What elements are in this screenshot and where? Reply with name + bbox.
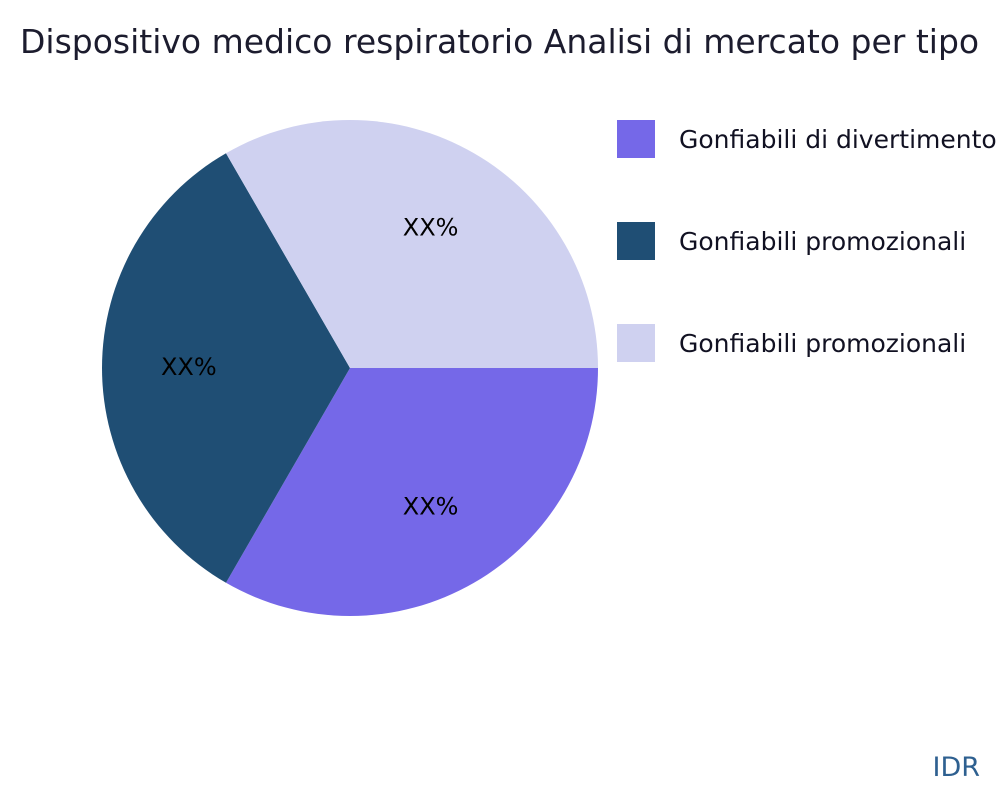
legend-swatch-icon [617, 324, 655, 362]
slice-percentage-label: XX% [161, 353, 217, 381]
watermark: IDR [932, 752, 980, 783]
pie-slice [226, 120, 598, 368]
legend-item: Gonfiabili di divertimento [617, 120, 997, 158]
pie-chart: XX% XX% XX% [102, 120, 598, 616]
legend-item: Gonfiabili promozionali [617, 222, 997, 260]
pie-slice [226, 368, 598, 616]
slice-percentage-label: XX% [403, 493, 459, 521]
legend-swatch-icon [617, 120, 655, 158]
slice-percentage-label: XX% [403, 213, 459, 241]
chart-title: Dispositivo medico respiratorio Analisi … [20, 22, 980, 61]
legend: Gonfiabili di divertimento Gonfiabili pr… [617, 120, 997, 426]
legend-label: Gonfiabili promozionali [679, 226, 967, 256]
pie-slice [102, 153, 350, 583]
legend-label: Gonfiabili promozionali [679, 328, 967, 358]
legend-item: Gonfiabili promozionali [617, 324, 997, 362]
legend-label: Gonfiabili di divertimento [679, 124, 997, 154]
legend-swatch-icon [617, 222, 655, 260]
